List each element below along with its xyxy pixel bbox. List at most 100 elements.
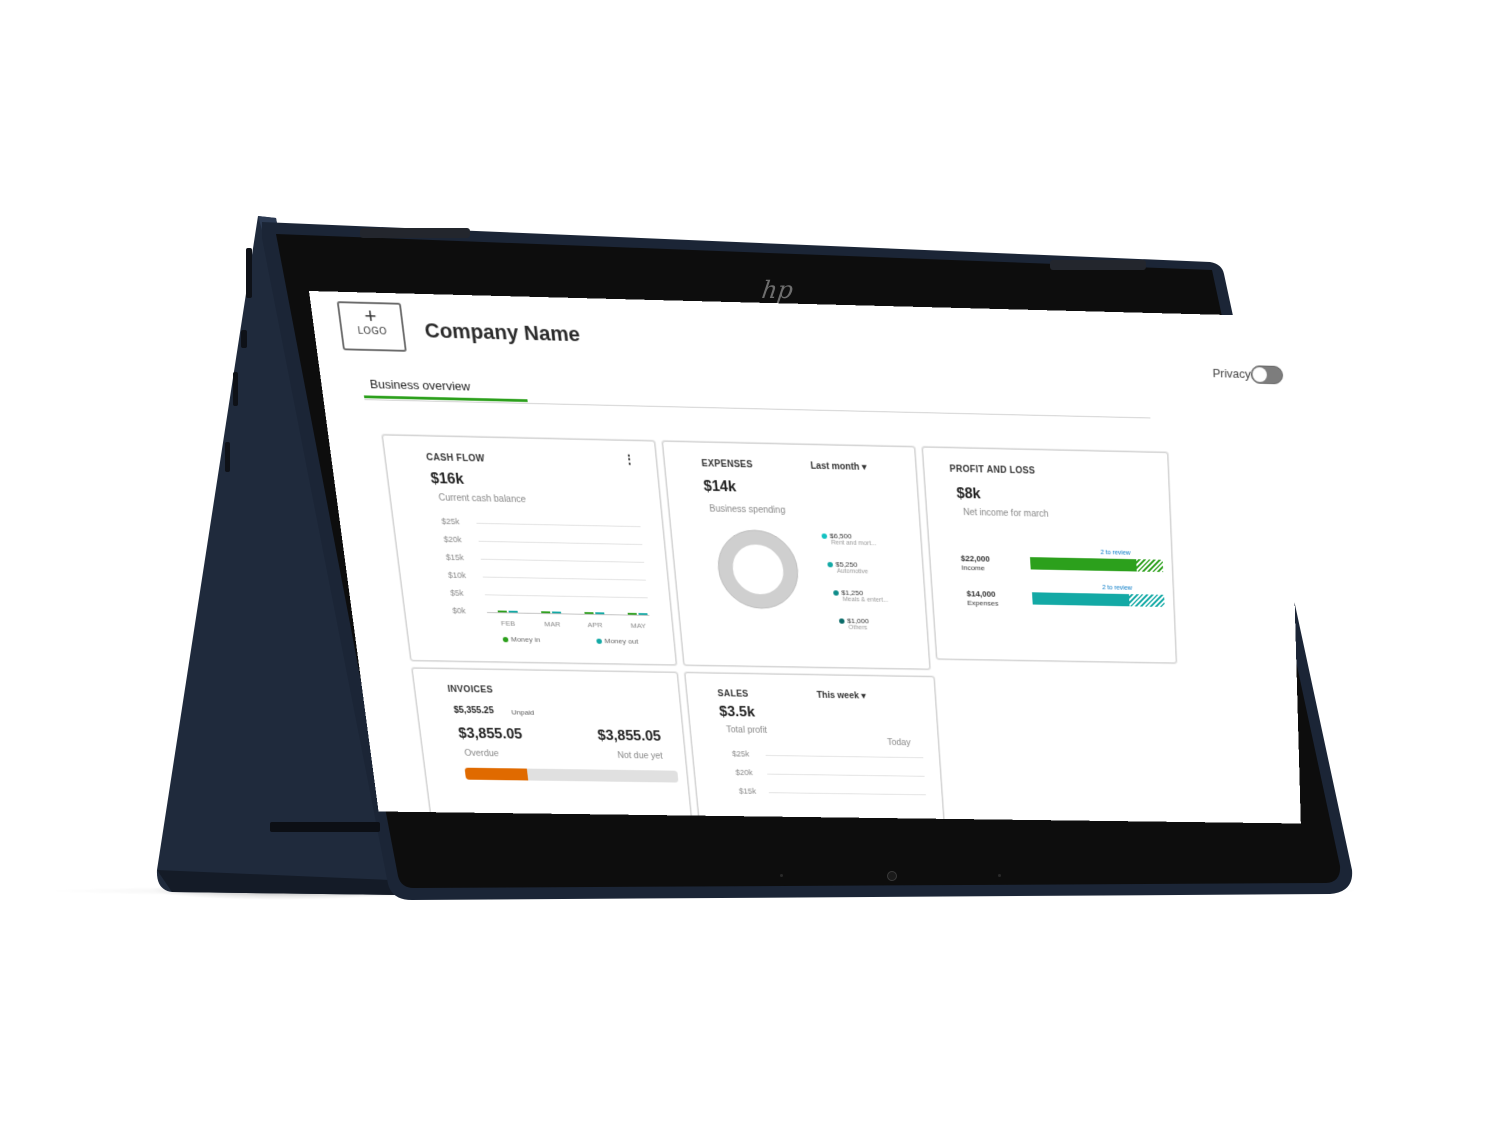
expenses-review-link[interactable]: 2 to review [1102,584,1133,592]
profit-loss-subtitle: Net income for march [962,507,1049,520]
invoice-progress-bar[interactable] [464,767,679,783]
expenses-subtitle: Business spending [708,504,786,516]
grid-line [476,522,641,528]
sales-period-dropdown[interactable]: This week ▾ [816,691,866,701]
hp-logo-icon: ℎ𝑝 [760,276,795,304]
overdue-amount: $3,855.05 [457,726,524,743]
mic-icon [780,874,783,877]
hinge-left [360,228,470,238]
x-tick: MAR [543,620,561,629]
side-port [246,248,252,298]
expenses-donut-chart[interactable] [711,526,805,613]
legend-swatch [502,636,509,643]
income-bar[interactable] [1029,557,1164,573]
expenses-caption: Expenses [966,598,999,608]
expense-name: Meals & entert... [842,596,889,604]
expense-name: Others [848,624,868,632]
unpaid-amount: $5,355.25 [453,705,495,716]
y-tick: $25k [731,749,750,759]
money-in-bar[interactable] [541,611,551,614]
x-tick: APR [587,620,603,630]
not-due-label: Not due yet [617,751,664,762]
money-out-bar[interactable] [508,610,518,613]
tab-business-overview[interactable]: Business overview [368,376,471,394]
expense-name: Rent and mort... [830,539,877,547]
expenses-card[interactable]: EXPENSES Last month ▾ $14k Business spen… [662,440,931,670]
today-label: Today [886,738,911,748]
x-tick: FEB [500,619,516,628]
expense-item[interactable]: $1,000 Others [838,617,870,632]
privacy-toggle[interactable] [1250,365,1284,385]
cash-flow-title: CASH FLOW [425,452,486,465]
expenses-period-dropdown[interactable]: Last month ▾ [810,461,867,472]
sales-card[interactable]: SALES This week ▾ $3.5k Total profit Tod… [684,672,945,824]
hinge-right [1050,260,1146,270]
mic-icon [998,874,1001,877]
grid-line [767,773,925,777]
kebab-menu-icon[interactable]: ⋮ [622,451,637,467]
caret-down-icon: ▾ [861,691,867,702]
expense-swatch [827,561,834,568]
y-tick: $10k [447,570,467,580]
side-port [225,442,230,472]
y-tick: $25k [440,516,460,527]
y-tick: $15k [738,786,757,796]
add-logo-button[interactable]: + LOGO [336,301,407,352]
money-in-bar[interactable] [497,610,507,613]
legend-label: Money in [510,635,541,644]
expense-swatch [833,590,839,596]
logo-label: LOGO [357,326,388,338]
not-due-amount: $3,855.05 [596,728,662,745]
company-name[interactable]: Company Name [423,318,582,346]
income-caption: Income [961,563,985,573]
expense-item[interactable]: $5,250 Automotive [827,560,869,575]
cash-flow-amount: $16k [429,471,465,488]
money-out-bar[interactable] [595,612,605,615]
income-review-link[interactable]: 2 to review [1100,549,1131,557]
overdue-label: Overdue [464,748,500,759]
expenses-title: EXPENSES [701,458,754,471]
y-tick: $15k [445,552,465,563]
profit-and-loss-card[interactable]: PROFIT AND LOSS $8k Net income for march… [922,446,1177,664]
expense-item[interactable]: $1,250 Meals & entert... [833,589,888,604]
sales-amount: $3.5k [718,704,756,720]
legend-money-in: Money in [502,635,541,644]
tab-divider [364,399,1151,419]
grid-line [484,594,648,599]
y-tick: $0k [451,606,467,616]
camera-icon [887,871,897,881]
income-amount: $22,000 [960,553,991,564]
legend-money-out: Money out [596,637,638,645]
caret-down-icon: ▾ [861,462,867,473]
privacy-label: Privacy [1212,366,1251,381]
money-out-bar[interactable] [551,611,562,614]
income-review-hatch [1136,559,1164,573]
cash-flow-card[interactable]: CASH FLOW ⋮ $16k Current cash balance $2… [381,434,677,666]
x-tick: MAY [630,621,647,630]
dropdown-value: Last month [810,461,860,473]
grid-line [478,540,643,545]
expenses-bar[interactable] [1032,592,1165,607]
expenses-review-hatch [1128,594,1165,607]
side-port [241,330,247,348]
dropdown-value: This week [816,690,860,701]
overdue-fill [464,767,528,781]
profit-loss-title: PROFIT AND LOSS [949,464,1036,477]
expense-swatch [838,618,845,624]
y-tick: $20k [443,534,463,545]
profit-loss-amount: $8k [956,486,982,502]
grid-line [480,558,645,563]
expense-swatch [821,533,828,539]
x-axis [487,612,650,616]
invoices-card[interactable]: INVOICES $5,355.25 Unpaid $3,855.05 Over… [411,667,693,824]
grid-line [768,792,926,796]
legend-swatch [596,638,603,644]
money-out-bar[interactable] [638,613,648,615]
expenses-label: $14,000 Expenses [966,589,998,608]
money-in-bar[interactable] [584,612,594,614]
expense-item[interactable]: $6,500 Rent and mort... [821,532,876,547]
money-in-bar[interactable] [627,612,637,615]
y-tick: $5k [449,588,465,598]
cash-flow-subtitle: Current cash balance [438,493,527,505]
expenses-pl-amount: $14,000 [966,589,996,599]
